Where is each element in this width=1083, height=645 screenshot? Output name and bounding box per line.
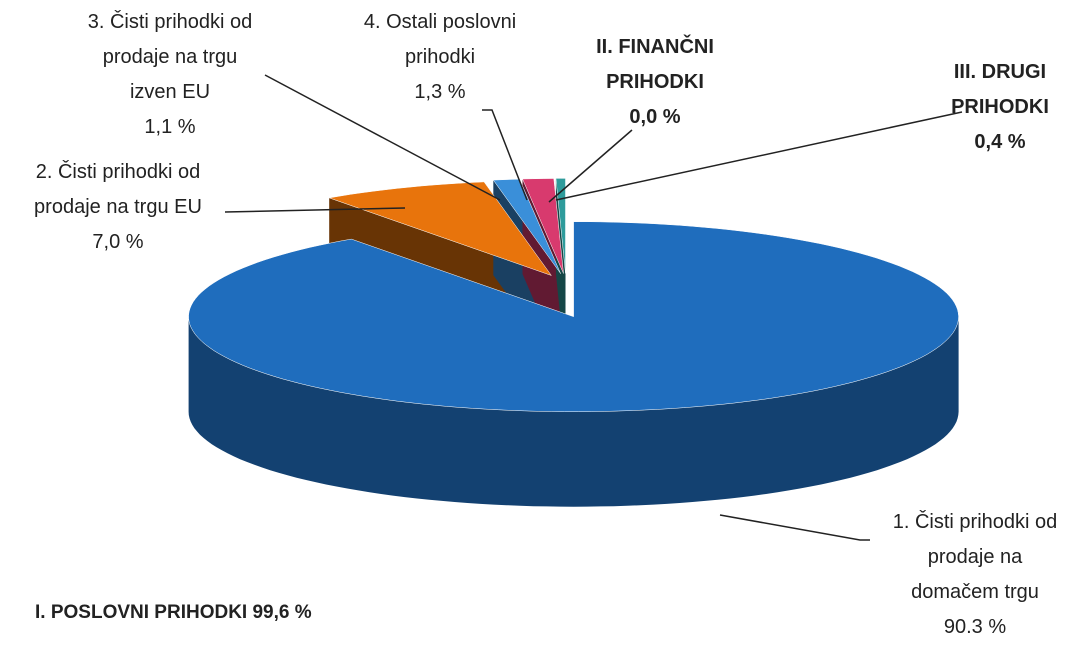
leader-line <box>548 129 633 203</box>
slice <box>492 178 561 274</box>
category-label: III. DRUGI PRIHODKI <box>951 61 1049 118</box>
leader-line <box>555 111 963 201</box>
slice-label: 1. Čisti prihodki od prodaje na domačem … <box>860 505 1083 645</box>
category-label: 4. Ostali poslovni prihodki <box>363 11 517 68</box>
value-label: 7,0 % <box>92 231 144 253</box>
pie <box>188 178 959 507</box>
leader-line <box>224 207 406 213</box>
category-label: II. FINANČNI PRIHODKI <box>596 36 714 93</box>
value-label: 0,4 % <box>974 131 1026 153</box>
leader-line <box>719 514 870 541</box>
category-label: 1. Čisti prihodki od prodaje na domačem … <box>892 511 1058 603</box>
leader-line <box>264 74 501 201</box>
category-label: 3. Čisti prihodki od prodaje na trgu izv… <box>87 11 253 103</box>
value-label: 1,1 % <box>144 116 196 138</box>
slice-label: 4. Ostali poslovni prihodki 1,3 % <box>335 5 545 110</box>
annotation: I. POSLOVNI PRIHODKI 99,6 % <box>35 602 312 623</box>
slice <box>522 178 564 274</box>
leader-line <box>482 109 528 201</box>
category-label: 2. Čisti prihodki od prodaje na trgu EU <box>34 161 202 218</box>
slice <box>188 221 959 412</box>
slice-label: 2. Čisti prihodki od prodaje na trgu EU 7… <box>0 155 236 260</box>
slice <box>329 181 553 276</box>
slice-label: III. DRUGI PRIHODKI 0,4 % <box>920 55 1080 160</box>
value-label: 90.3 % <box>943 616 1007 638</box>
value-label: 0,0 % <box>629 106 681 128</box>
slice-label: II. FINANČNI PRIHODKI 0,0 % <box>570 30 740 135</box>
slice-label: 3. Čisti prihodki od prodaje na trgu izv… <box>55 5 285 145</box>
value-label: 1,3 % <box>414 81 466 103</box>
slice <box>555 178 566 274</box>
